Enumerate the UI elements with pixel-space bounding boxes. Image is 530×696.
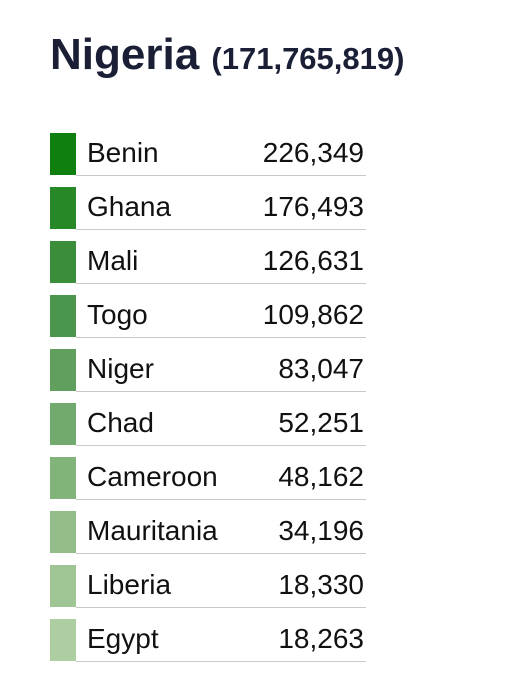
divider xyxy=(76,553,366,554)
country-name: Benin xyxy=(87,137,159,168)
color-swatch xyxy=(50,457,76,499)
divider xyxy=(76,337,366,338)
divider xyxy=(76,661,366,662)
value: 48,162 xyxy=(278,461,364,492)
divider xyxy=(76,229,366,230)
row: Liberia 18,330 xyxy=(50,561,370,615)
country-name: Togo xyxy=(87,299,148,330)
country-name: Niger xyxy=(87,353,154,384)
color-swatch xyxy=(50,565,76,607)
title: Nigeria (171,765,819) xyxy=(50,30,404,80)
value: 176,493 xyxy=(262,191,364,222)
population: (171,765,819) xyxy=(211,41,405,76)
divider xyxy=(76,445,366,446)
divider xyxy=(76,499,366,500)
color-swatch xyxy=(50,187,76,229)
divider xyxy=(76,391,366,392)
country-name: Egypt xyxy=(87,623,159,654)
country-name: Liberia xyxy=(87,569,172,600)
divider xyxy=(76,283,366,284)
value: 18,330 xyxy=(278,569,364,600)
value: 109,862 xyxy=(262,299,364,330)
value: 83,047 xyxy=(278,353,364,384)
value: 226,349 xyxy=(262,137,364,168)
neighbor-list: Benin 226,349 Ghana 176,493 Mali 126,631 Togo 1… xyxy=(50,129,370,669)
row: Togo 109,862 xyxy=(50,291,370,345)
value: 18,263 xyxy=(278,623,364,654)
country-name: Ghana xyxy=(87,191,172,222)
color-swatch xyxy=(50,511,76,553)
color-swatch xyxy=(50,349,76,391)
row: Mali 126,631 xyxy=(50,237,370,291)
row: Niger 83,047 xyxy=(50,345,370,399)
color-swatch xyxy=(50,295,76,337)
divider xyxy=(76,175,366,176)
color-swatch xyxy=(50,619,76,661)
color-swatch xyxy=(50,403,76,445)
country-name: Cameroon xyxy=(87,461,218,492)
country-name: Nigeria xyxy=(50,30,200,79)
row: Ghana 176,493 xyxy=(50,183,370,237)
country-name: Mali xyxy=(87,245,139,276)
row: Egypt 18,263 xyxy=(50,615,370,669)
row: Mauritania 34,196 xyxy=(50,507,370,561)
value: 34,196 xyxy=(278,515,364,546)
country-name: Chad xyxy=(87,407,154,438)
row: Chad 52,251 xyxy=(50,399,370,453)
divider xyxy=(76,607,366,608)
row: Benin 226,349 xyxy=(50,129,370,183)
color-swatch xyxy=(50,241,76,283)
row: Cameroon 48,162 xyxy=(50,453,370,507)
color-swatch xyxy=(50,133,76,175)
value: 52,251 xyxy=(278,407,364,438)
country-name: Mauritania xyxy=(87,515,218,546)
value: 126,631 xyxy=(262,245,364,276)
